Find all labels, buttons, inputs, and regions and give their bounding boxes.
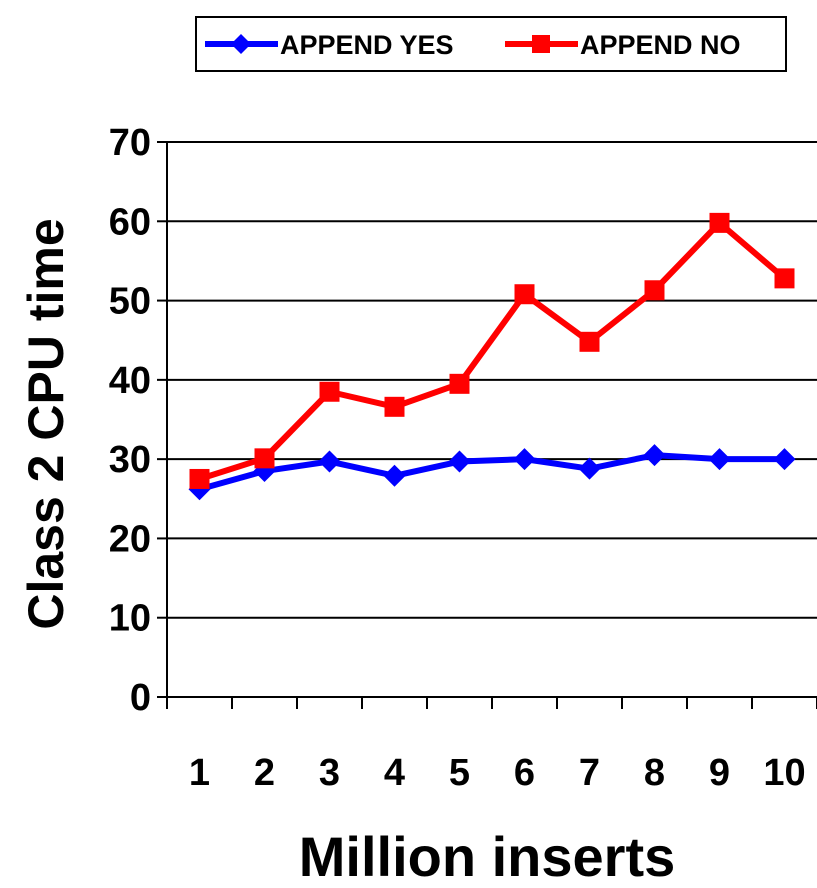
point-append-no-3 xyxy=(319,381,340,402)
point-append-no-10 xyxy=(774,268,795,289)
y-tick-label-50: 50 xyxy=(109,281,151,323)
gridlines xyxy=(167,141,817,619)
series-line-append-no xyxy=(198,219,787,482)
y-tick-label-10: 10 xyxy=(109,598,151,640)
x-tick-label-10: 10 xyxy=(763,752,805,794)
point-append-no-8 xyxy=(644,280,665,301)
point-append-yes-8 xyxy=(643,444,666,467)
series-line-append-yes xyxy=(198,452,785,493)
point-append-no-2 xyxy=(254,448,275,469)
point-append-no-5 xyxy=(449,373,470,394)
legend-label-append-yes: APPEND YES xyxy=(280,30,454,60)
x-axis-title: Million inserts xyxy=(299,825,676,888)
point-append-yes-9 xyxy=(708,448,731,471)
legend-border xyxy=(195,16,787,72)
legend: APPEND YES APPEND NO xyxy=(195,16,787,72)
x-tick-label-4: 4 xyxy=(384,752,405,794)
legend-marker-append-yes xyxy=(231,34,251,54)
y-tick-label-40: 40 xyxy=(109,360,151,402)
x-tick-label-1: 1 xyxy=(189,752,210,794)
y-tick-label-0: 0 xyxy=(130,677,151,719)
point-append-no-9 xyxy=(709,212,730,233)
point-append-no-7 xyxy=(579,331,600,352)
point-append-no-1 xyxy=(189,468,210,489)
y-tick-label-70: 70 xyxy=(109,122,151,164)
legend-label-append-no: APPEND NO xyxy=(580,30,741,60)
point-append-yes-10 xyxy=(773,448,796,471)
x-tick-label-8: 8 xyxy=(644,752,665,794)
y-axis-title: Class 2 CPU time xyxy=(18,218,74,629)
point-append-no-6 xyxy=(514,284,535,305)
y-tick-label-60: 60 xyxy=(109,201,151,243)
y-tick-label-20: 20 xyxy=(109,518,151,560)
y-tick-label-30: 30 xyxy=(109,439,151,481)
point-append-yes-7 xyxy=(578,457,601,480)
point-append-yes-6 xyxy=(513,448,536,471)
point-append-yes-5 xyxy=(448,450,471,473)
x-tick-label-9: 9 xyxy=(709,752,730,794)
x-axis-ticks: 1 2 3 4 5 6 7 8 9 10 xyxy=(166,697,817,794)
x-tick-label-2: 2 xyxy=(254,752,275,794)
point-append-no-4 xyxy=(384,396,405,417)
y-axis-ticks: 0 10 20 30 40 50 60 70 xyxy=(109,122,167,719)
x-tick-label-3: 3 xyxy=(319,752,340,794)
point-append-yes-4 xyxy=(383,464,406,487)
x-tick-label-5: 5 xyxy=(449,752,470,794)
point-append-yes-3 xyxy=(318,450,341,473)
legend-marker-append-no xyxy=(532,35,550,53)
x-tick-label-7: 7 xyxy=(579,752,600,794)
x-tick-label-6: 6 xyxy=(514,752,535,794)
series-layer xyxy=(188,212,796,501)
